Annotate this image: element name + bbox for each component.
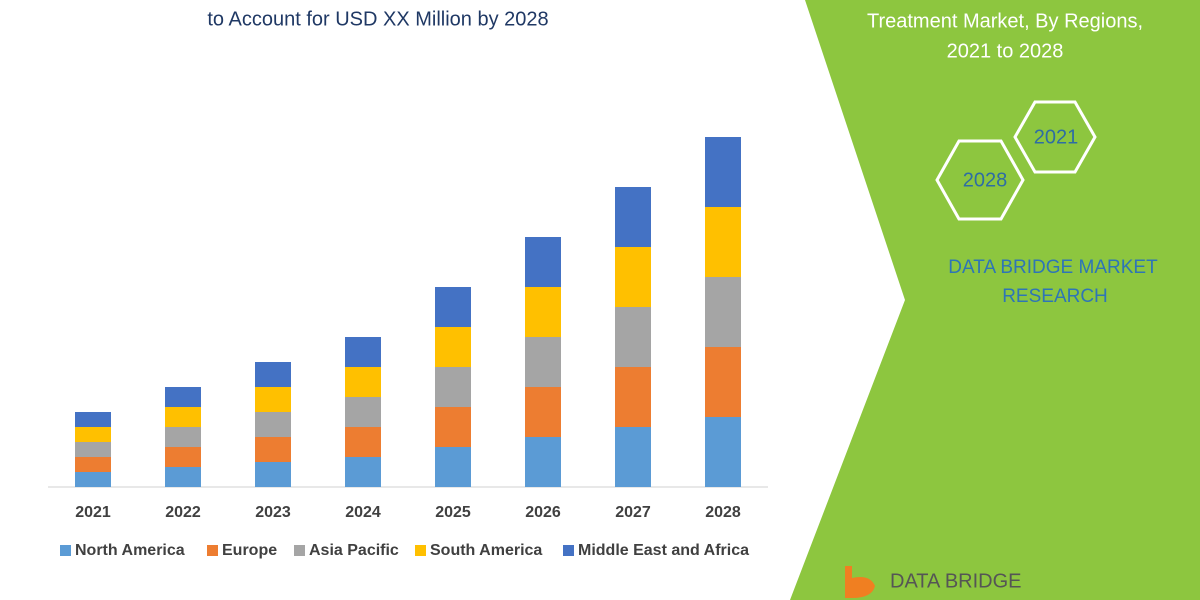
bar-segment — [255, 462, 291, 487]
bar-segment — [705, 347, 741, 417]
bar-segment — [615, 367, 651, 427]
side-heading: 2021 to 2028 — [947, 40, 1064, 62]
x-tick-label: 2027 — [615, 504, 651, 521]
bar-segment — [435, 327, 471, 367]
bar-segment — [705, 277, 741, 347]
bar-segment — [705, 137, 741, 207]
bar-segment — [345, 427, 381, 457]
bar-segment — [615, 247, 651, 307]
legend-label: Asia Pacific — [309, 542, 399, 559]
bar-segment — [255, 362, 291, 387]
bar-segment — [525, 237, 561, 287]
legend-swatch — [207, 545, 218, 556]
bar-segment — [525, 287, 561, 337]
side-panel — [790, 0, 1200, 600]
x-tick-label: 2024 — [345, 504, 381, 521]
hexagon-label: 2028 — [963, 169, 1008, 191]
chart-title: to Account for USD XX Million by 2028 — [207, 8, 548, 30]
legend-swatch — [294, 545, 305, 556]
bar-segment — [75, 472, 111, 487]
logo-icon — [845, 566, 875, 598]
bar-segment — [165, 427, 201, 447]
bar-segment — [345, 337, 381, 367]
bar-segment — [345, 397, 381, 427]
legend-label: Europe — [222, 542, 277, 559]
bar-segment — [255, 437, 291, 462]
legend-label: South America — [430, 542, 542, 559]
bar-segment — [615, 187, 651, 247]
x-tick-label: 2023 — [255, 504, 291, 521]
bar-segment — [75, 427, 111, 442]
hexagon-label: 2021 — [1034, 126, 1079, 148]
bar-segment — [345, 457, 381, 487]
x-tick-label: 2026 — [525, 504, 561, 521]
logo-text: DATA BRIDGE — [890, 570, 1022, 592]
bar-segment — [525, 437, 561, 487]
bar-segment — [345, 367, 381, 397]
side-heading: Treatment Market, By Regions, — [867, 10, 1143, 32]
bar-segment — [255, 412, 291, 437]
legend-label: North America — [75, 542, 185, 559]
bar-segment — [615, 307, 651, 367]
bar-segment — [435, 367, 471, 407]
bar-segment — [525, 337, 561, 387]
bar-segment — [75, 457, 111, 472]
legend-swatch — [415, 545, 426, 556]
x-tick-label: 2028 — [705, 504, 741, 521]
bar-segment — [75, 412, 111, 427]
hexagon — [1013, 100, 1097, 174]
brand: RESEARCH — [1002, 286, 1108, 307]
bar-segment — [615, 427, 651, 487]
bar-segment — [255, 387, 291, 412]
bar-segment — [165, 407, 201, 427]
legend-swatch — [60, 545, 71, 556]
x-tick-label: 2022 — [165, 504, 201, 521]
x-tick-label: 2021 — [75, 504, 111, 521]
legend-label: Middle East and Africa — [578, 542, 749, 559]
bar-segment — [435, 447, 471, 487]
hexagon — [935, 139, 1025, 221]
bar-segment — [75, 442, 111, 457]
bar-segment — [165, 447, 201, 467]
legend-swatch — [563, 545, 574, 556]
bar-segment — [435, 407, 471, 447]
bar-segment — [165, 387, 201, 407]
bar-segment — [435, 287, 471, 327]
bar-segment — [525, 387, 561, 437]
x-tick-label: 2025 — [435, 504, 471, 521]
bar-segment — [165, 467, 201, 487]
bar-segment — [705, 207, 741, 277]
brand: DATA BRIDGE MARKET — [948, 257, 1158, 278]
bar-segment — [705, 417, 741, 487]
